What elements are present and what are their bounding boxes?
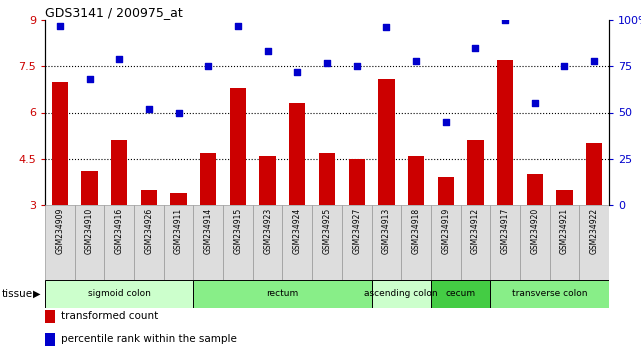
Bar [342, 205, 372, 280]
Text: GSM234911: GSM234911 [174, 208, 183, 254]
Point [529, 101, 540, 106]
Bar [45, 333, 55, 346]
Bar [579, 205, 609, 280]
Point [470, 45, 481, 51]
Point [500, 17, 510, 23]
Bar [163, 205, 194, 280]
Bar [461, 205, 490, 280]
Point [589, 58, 599, 63]
Bar [104, 205, 134, 280]
Text: cecum: cecum [445, 290, 476, 298]
Point [233, 23, 243, 28]
Text: GSM234913: GSM234913 [382, 208, 391, 254]
Bar [467, 140, 483, 205]
Bar [52, 82, 68, 205]
Text: GSM234920: GSM234920 [530, 208, 539, 254]
Text: GDS3141 / 200975_at: GDS3141 / 200975_at [45, 6, 183, 19]
Bar [253, 205, 283, 280]
Bar [111, 140, 128, 205]
Point [322, 60, 332, 65]
Point [560, 63, 570, 69]
Text: GSM234917: GSM234917 [501, 208, 510, 254]
Point [411, 58, 421, 63]
Point [144, 106, 154, 112]
Bar [586, 143, 603, 205]
Text: ▶: ▶ [33, 289, 40, 299]
Bar [527, 174, 543, 205]
Bar [289, 103, 306, 205]
Text: ascending colon: ascending colon [364, 290, 438, 298]
Text: transverse colon: transverse colon [512, 290, 587, 298]
Text: transformed count: transformed count [61, 312, 158, 321]
Text: GSM234912: GSM234912 [471, 208, 480, 254]
Bar [283, 205, 312, 280]
Bar [134, 205, 163, 280]
Bar [194, 205, 223, 280]
Bar [260, 156, 276, 205]
Point [263, 48, 273, 54]
Bar [497, 60, 513, 205]
Text: GSM234909: GSM234909 [55, 208, 64, 255]
Bar [490, 205, 520, 280]
Bar [81, 171, 97, 205]
Text: percentile rank within the sample: percentile rank within the sample [61, 334, 237, 344]
Text: GSM234916: GSM234916 [115, 208, 124, 254]
Text: GSM234926: GSM234926 [144, 208, 153, 254]
Bar [223, 205, 253, 280]
Bar [556, 190, 572, 205]
Bar [431, 280, 490, 308]
Bar [408, 156, 424, 205]
Bar [549, 205, 579, 280]
Point [381, 24, 392, 30]
Bar [372, 280, 431, 308]
Bar [490, 280, 609, 308]
Bar [194, 280, 372, 308]
Text: rectum: rectum [267, 290, 299, 298]
Point [203, 63, 213, 69]
Text: sigmoid colon: sigmoid colon [88, 290, 151, 298]
Bar [75, 205, 104, 280]
Bar [378, 79, 394, 205]
Bar [372, 205, 401, 280]
Bar [349, 159, 365, 205]
Text: GSM234927: GSM234927 [352, 208, 361, 254]
Text: GSM234910: GSM234910 [85, 208, 94, 254]
Point [174, 110, 184, 115]
Point [85, 76, 95, 82]
Text: GSM234915: GSM234915 [233, 208, 242, 254]
Point [54, 23, 65, 28]
Text: GSM234922: GSM234922 [590, 208, 599, 254]
Bar [45, 310, 55, 323]
Text: GSM234914: GSM234914 [204, 208, 213, 254]
Bar [171, 193, 187, 205]
Bar [319, 153, 335, 205]
Bar [312, 205, 342, 280]
Point [114, 56, 124, 62]
Point [351, 63, 362, 69]
Bar [520, 205, 549, 280]
Text: GSM234925: GSM234925 [322, 208, 331, 254]
Text: GSM234921: GSM234921 [560, 208, 569, 254]
Bar [141, 190, 157, 205]
Bar [45, 205, 75, 280]
Bar [438, 177, 454, 205]
Text: GSM234918: GSM234918 [412, 208, 420, 254]
Text: GSM234924: GSM234924 [293, 208, 302, 254]
Bar [200, 153, 217, 205]
Bar [401, 205, 431, 280]
Bar [45, 280, 194, 308]
Text: tissue: tissue [2, 289, 33, 299]
Point [292, 69, 303, 75]
Text: GSM234919: GSM234919 [441, 208, 450, 254]
Point [440, 119, 451, 125]
Bar [431, 205, 461, 280]
Bar [229, 88, 246, 205]
Text: GSM234923: GSM234923 [263, 208, 272, 254]
